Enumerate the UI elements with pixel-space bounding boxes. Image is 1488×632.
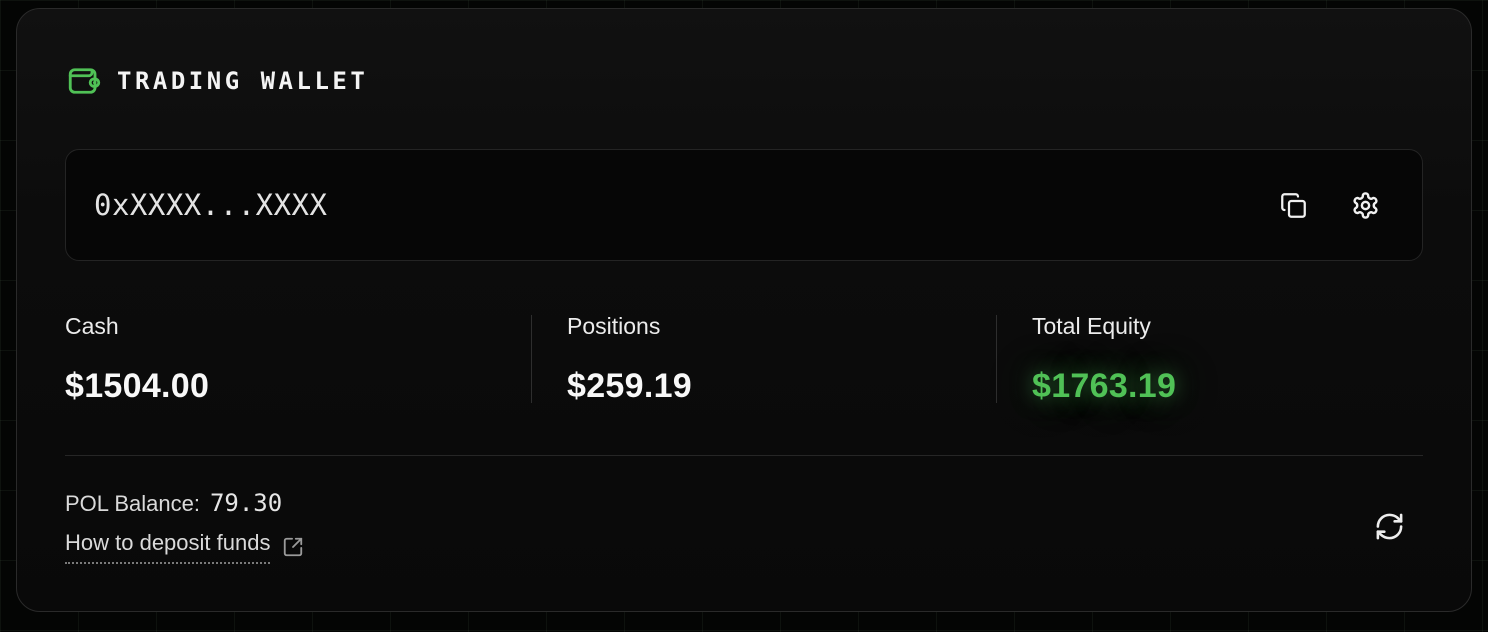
- wallet-address: 0xXXXX...XXXX: [94, 188, 328, 222]
- card-title: TRADING WALLET: [117, 67, 369, 95]
- copy-address-button[interactable]: [1280, 192, 1307, 219]
- copy-icon: [1280, 192, 1307, 219]
- divider: [65, 455, 1423, 456]
- stat-value: $259.19: [567, 367, 693, 405]
- pol-balance: POL Balance: 79.30: [65, 489, 304, 517]
- stat-cash: Cash $1504.00: [65, 313, 531, 405]
- gear-icon: [1351, 191, 1380, 220]
- refresh-icon: [1374, 511, 1405, 542]
- card-header: TRADING WALLET: [65, 63, 1423, 99]
- stat-positions: Positions $259.19: [531, 315, 996, 403]
- stat-label: Positions: [567, 313, 661, 339]
- pol-balance-label: POL Balance:: [65, 491, 200, 516]
- wallet-settings-button[interactable]: [1351, 191, 1380, 220]
- refresh-button[interactable]: [1374, 511, 1405, 542]
- address-actions: [1280, 191, 1380, 220]
- stats-row: Cash $1504.00 Positions $259.19 Total Eq…: [65, 315, 1423, 403]
- footer-info: POL Balance: 79.30 How to deposit funds: [65, 489, 304, 564]
- pol-balance-value: 79.30: [209, 489, 283, 517]
- external-link-icon: [282, 536, 304, 558]
- deposit-link-label: How to deposit funds: [65, 530, 271, 564]
- stat-label: Cash: [65, 313, 119, 339]
- trading-wallet-card: TRADING WALLET 0xXXXX...XXXX: [16, 8, 1472, 612]
- stat-value: $1504.00: [65, 367, 210, 405]
- stat-label: Total Equity: [1032, 313, 1151, 339]
- wallet-address-box: 0xXXXX...XXXX: [65, 149, 1423, 261]
- stat-value: $1763.19: [1032, 367, 1177, 405]
- wallet-icon: [65, 63, 101, 99]
- deposit-funds-link[interactable]: How to deposit funds: [65, 530, 304, 564]
- card-footer: POL Balance: 79.30 How to deposit funds: [65, 489, 1423, 564]
- stat-total-equity: Total Equity $1763.19: [996, 315, 1423, 403]
